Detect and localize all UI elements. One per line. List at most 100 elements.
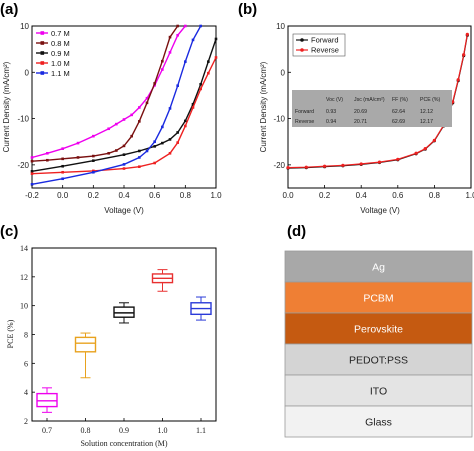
data-point (92, 154, 95, 158)
layer-label: PCBM (363, 293, 393, 305)
data-point (122, 163, 126, 166)
x-tick-label: 0.4 (356, 191, 368, 200)
table-cell: 12.12 (420, 109, 433, 115)
data-point (207, 60, 210, 63)
table-cell: 20.71 (354, 119, 367, 125)
data-point (377, 160, 382, 164)
data-point (153, 161, 156, 165)
data-point (61, 157, 64, 161)
data-point (176, 84, 179, 88)
data-point (145, 96, 149, 100)
data-point (191, 38, 195, 42)
table-cell: 20.69 (354, 109, 367, 115)
y-tick-label: 14 (20, 244, 28, 253)
layer-label: Perovskite (354, 324, 403, 336)
device-stack: Ag PCBM Perovskite PEDOT:PSS ITO Glass (284, 250, 473, 438)
data-point (207, 71, 210, 75)
table-header: Jsc (mA/cm²) (354, 97, 385, 103)
data-point (176, 33, 179, 37)
plot-frame (31, 247, 217, 422)
data-point (107, 127, 110, 131)
y-tick-label: 8 (24, 331, 28, 340)
data-point (61, 164, 64, 168)
data-point (168, 151, 172, 155)
panel-label-c: (c) (0, 223, 18, 240)
table-cell: 62.69 (392, 119, 405, 125)
y-tick-label: -10 (273, 115, 285, 124)
legend-label: 0.7 M (51, 29, 70, 38)
data-point (168, 107, 172, 110)
x-tick-label: 0.6 (149, 191, 161, 200)
layer-ito (284, 374, 473, 407)
data-point (414, 151, 418, 155)
layer-glass (284, 405, 473, 438)
data-point (30, 170, 34, 173)
y-tick-label: 6 (24, 359, 28, 368)
data-point (199, 24, 202, 28)
data-point (214, 56, 218, 59)
data-point (432, 138, 436, 142)
box-iqr (36, 392, 58, 408)
y-tick-label: -20 (17, 161, 29, 170)
data-point (122, 167, 126, 170)
data-point (161, 125, 164, 129)
data-point (465, 32, 469, 36)
plot-frame (287, 25, 472, 189)
parameter-table: Voc (V) Jsc (mA/cm²) FF (%) PCE (%) Forward 0… (292, 90, 452, 127)
data-point (176, 131, 179, 134)
data-point (176, 24, 179, 28)
jv-chart-concentration: -0.2 0.0 0.2 0.4 0.6 0.8 1.0 100-10-20 0.7 M0.… (2, 22, 222, 215)
x-tick-label: 0.0 (282, 191, 294, 200)
table-header: FF (%) (392, 97, 408, 103)
data-point (130, 113, 133, 117)
data-point (153, 145, 156, 148)
data-point (168, 138, 172, 141)
data-point (30, 156, 34, 159)
legend-marker (40, 31, 45, 35)
x-axis-title: Voltage (V) (360, 206, 400, 215)
legend-marker (40, 41, 45, 45)
y-tick-label: 10 (20, 302, 28, 311)
data-point (115, 122, 118, 126)
data-point (138, 156, 141, 159)
table-cell: Reverse (295, 119, 314, 125)
data-point (168, 35, 172, 39)
y-tick-label: 2 (24, 417, 28, 426)
legend: 0.7 M0.8 M0.9 M1.0 M1.1 M (36, 29, 70, 78)
data-point (161, 141, 164, 145)
data-point (61, 147, 64, 150)
data-point (61, 177, 64, 181)
series-line-0.7-m (31, 25, 186, 159)
x-tick-label: 0.8 (429, 191, 441, 200)
data-point (46, 158, 49, 162)
data-point (92, 134, 95, 138)
data-point (138, 149, 141, 153)
data-point (30, 182, 34, 186)
data-point (46, 151, 49, 155)
x-tick-label: 1.1 (196, 426, 206, 435)
x-tick-label: 0.8 (81, 426, 91, 435)
data-point (341, 163, 345, 167)
data-point (107, 151, 110, 155)
x-tick-label: 0.8 (180, 191, 192, 200)
x-tick-label: 1.0 (210, 191, 222, 200)
x-axis-title: Solution concentration (M) (80, 439, 167, 448)
data-point (184, 124, 187, 128)
x-tick-label: 0.2 (319, 191, 331, 200)
x-tick-label: 1.0 (158, 426, 168, 435)
data-point (184, 119, 187, 123)
y-tick-label: 12 (20, 273, 28, 282)
data-point (423, 147, 427, 151)
data-point (199, 87, 202, 91)
x-tick-label: 0.7 (42, 426, 52, 435)
data-point (92, 169, 95, 173)
legend-label: 1.1 M (51, 69, 70, 78)
data-point (396, 157, 400, 161)
layer-label: ITO (370, 386, 387, 398)
data-point (191, 106, 195, 109)
box-iqr (113, 306, 135, 318)
legend-marker (40, 51, 45, 55)
data-point (76, 141, 80, 145)
